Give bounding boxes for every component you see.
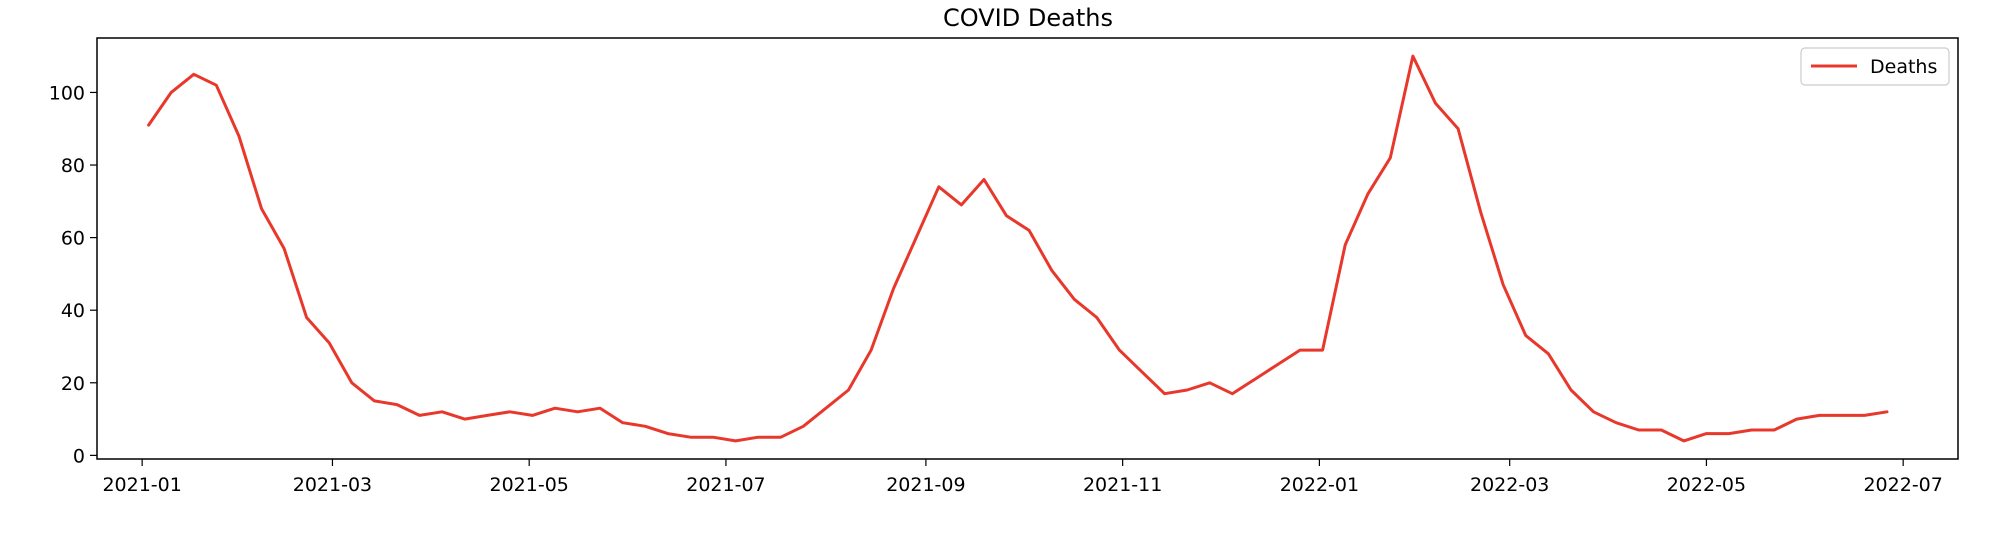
plot-frame bbox=[96, 37, 1959, 460]
x-tick-label: 2021-05 bbox=[489, 474, 568, 496]
y-tick-label: 100 bbox=[49, 82, 85, 104]
y-tick-label: 20 bbox=[61, 373, 85, 395]
series-layer bbox=[147, 54, 1889, 443]
y-axis: 0 20 40 60 80 100 bbox=[49, 82, 97, 467]
x-tick-label: 2021-01 bbox=[102, 474, 181, 496]
x-tick-label: 2021-03 bbox=[293, 474, 372, 496]
series-line-deaths bbox=[147, 54, 1889, 443]
y-tick-label: 0 bbox=[73, 445, 85, 467]
y-tick-label: 40 bbox=[61, 300, 85, 322]
legend-label-deaths: Deaths bbox=[1870, 56, 1937, 78]
legend-box bbox=[1800, 47, 1950, 86]
x-tick-label: 2021-09 bbox=[886, 474, 965, 496]
x-tick-label: 2022-03 bbox=[1470, 474, 1549, 496]
chart-title: COVID Deaths bbox=[943, 4, 1113, 32]
x-axis: 2021-01 2021-03 2021-05 2021-07 2021-09 2021-… bbox=[102, 459, 1943, 496]
y-tick-label: 80 bbox=[61, 155, 85, 177]
plot-area bbox=[97, 38, 1958, 459]
x-tick-label: 2021-11 bbox=[1083, 474, 1162, 496]
x-tick-label: 2022-05 bbox=[1667, 474, 1746, 496]
x-tick-label: 2022-01 bbox=[1280, 474, 1359, 496]
legend: Deaths bbox=[1800, 47, 1950, 86]
y-tick-label: 60 bbox=[61, 228, 85, 250]
x-tick-label: 2022-07 bbox=[1863, 474, 1942, 496]
x-tick-label: 2021-07 bbox=[686, 474, 765, 496]
